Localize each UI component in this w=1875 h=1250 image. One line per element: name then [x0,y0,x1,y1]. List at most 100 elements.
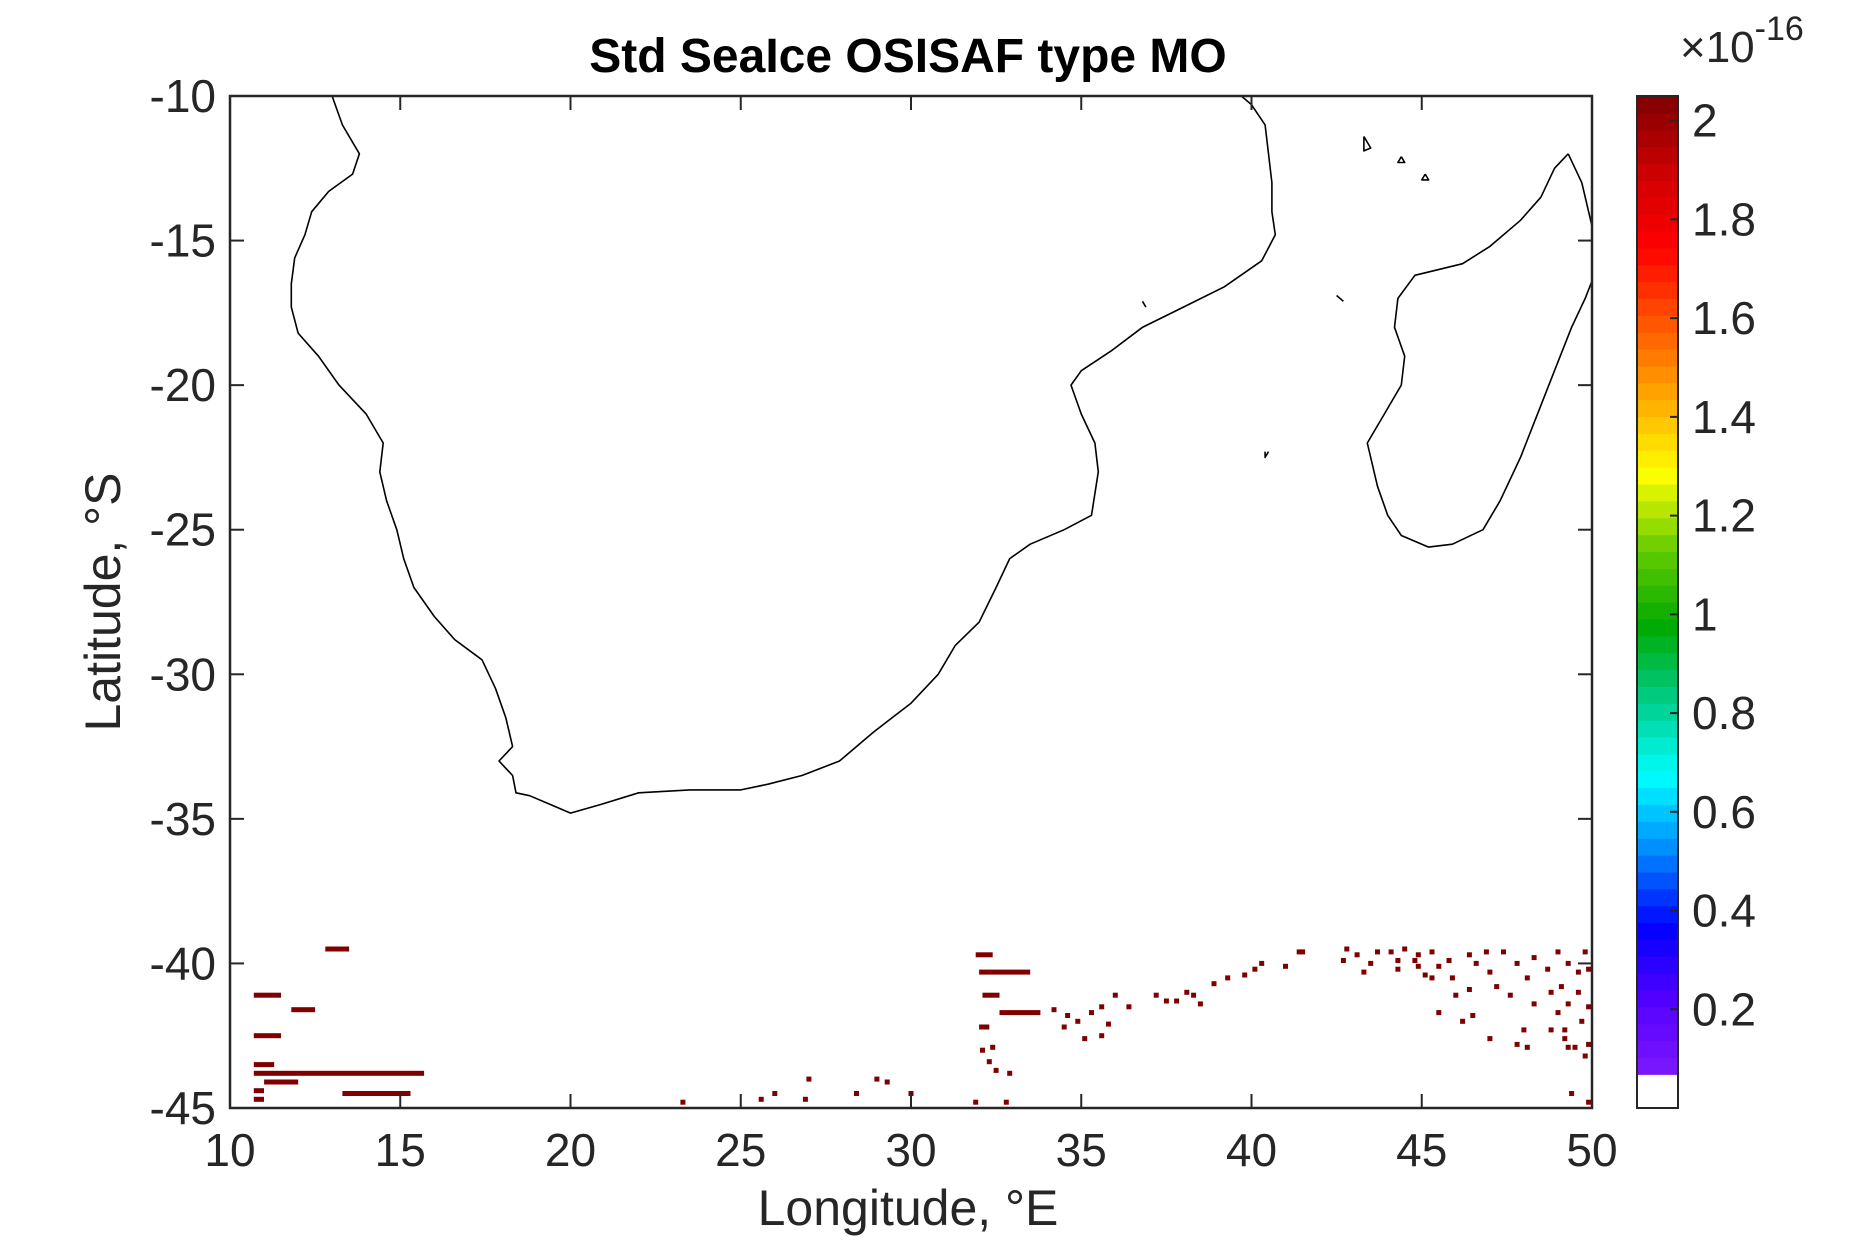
data-cell [1003,1099,1009,1105]
coastline-island [1363,136,1372,152]
plot-area [228,94,1594,1110]
data-cell [1242,972,1248,978]
data-cell [993,1067,999,1073]
colorbar-band [1637,989,1678,1008]
data-cell [1501,949,1506,955]
colorbar-band [1637,433,1678,451]
data-cell [908,1091,914,1096]
colorbar-band [1637,197,1678,215]
data-cell [1555,1010,1561,1016]
y-tick-label: -20 [150,359,216,411]
x-tick-label: 40 [1226,1124,1277,1176]
y-tick-label: -10 [150,70,216,122]
data-cell-segment [253,1070,425,1076]
data-cell [1562,1036,1568,1042]
y-tick-label: -15 [150,215,216,267]
data-cell [1412,958,1418,963]
data-cell [1174,998,1180,1004]
x-tick-label: 15 [375,1124,426,1176]
colorbar-band [1637,399,1678,418]
data-cell [1569,1091,1575,1096]
data-cell [1575,969,1581,975]
data-cell [772,1091,778,1096]
data-cell [1395,966,1401,972]
data-cell [1582,1053,1588,1059]
x-tick-label: 35 [1056,1124,1107,1176]
coastline-island [1141,300,1147,308]
colorbar-band [1637,1091,1678,1109]
colorbar-band [1637,652,1678,671]
colorbar-band [1637,517,1678,536]
colorbar-exponent-base: ×10 [1680,23,1755,72]
data-cell-segment [253,1096,264,1102]
data-cell [1586,1004,1592,1010]
colorbar-band [1637,450,1678,468]
colorbar-band [1637,281,1678,299]
colorbar-band [1637,1023,1678,1042]
data-cell [1579,1018,1585,1024]
colorbar-band [1637,1040,1678,1058]
data-cell [1388,949,1394,955]
y-tick-label: -40 [150,937,216,989]
colorbar-band [1637,855,1678,873]
data-cell [1211,981,1217,987]
data-cell [1446,958,1452,963]
colorbar-band [1637,922,1678,940]
colorbar-band [1637,180,1678,198]
data-cell [1225,975,1231,981]
colorbar-band [1637,264,1678,283]
data-cell [758,1096,764,1102]
data-cell [1449,975,1455,981]
colorbar-band [1637,1074,1678,1092]
data-cell [1126,1004,1132,1010]
colorbar-exponent: ×10-16 [1680,10,1804,72]
data-cell [1466,987,1472,992]
colorbar-band [1637,770,1678,789]
data-cell [1494,984,1500,990]
data-cell-segment [253,1062,275,1068]
data-cell [1524,1044,1530,1050]
colorbar-tick-label: 0.6 [1692,786,1756,838]
colorbar-band [1637,618,1678,637]
colorbar-band [1637,500,1678,519]
data-cell [1531,1001,1537,1007]
x-axis: 10 15 20 25 30 35 40 45 50 [204,96,1618,1176]
colorbar-band [1637,888,1678,907]
x-tick-label: 10 [204,1124,255,1176]
data-cell [1106,1021,1111,1027]
data-cell-segment [975,952,993,958]
coastline-island [1421,173,1430,181]
data-cell [806,1076,812,1082]
coastline-island [1264,451,1270,459]
chart-title: Std SeaIce OSISAF type MO [589,30,1227,83]
y-tick-label: -45 [150,1082,216,1134]
coastline-island [1336,294,1344,302]
y-tick-label: -30 [150,648,216,700]
colorbar-tick-label: 0.8 [1692,687,1756,739]
data-cell [1470,1013,1476,1018]
data-cell-segment [325,946,350,952]
data-cell [1524,975,1530,981]
colorbar-band [1637,973,1678,991]
colorbar-tick-label: 1.6 [1692,292,1756,344]
colorbar-band [1637,332,1678,350]
data-cell [1184,989,1190,995]
x-tick-label: 20 [545,1124,596,1176]
x-tick-label: 45 [1396,1124,1447,1176]
coastline-island [1397,156,1406,164]
colorbar-band [1637,247,1678,266]
data-cell [1354,952,1360,958]
colorbar-band [1637,467,1678,485]
colorbar: 0.2 0.4 0.6 0.8 1 1.2 1.4 1.6 1.8 2 ×10-16 [1636,10,1804,1109]
data-cell [980,1047,985,1053]
data-cell [1153,992,1159,998]
data-cell [1415,963,1421,969]
data-cell [1065,1013,1071,1018]
data-cell [1565,1001,1571,1007]
colorbar-tick-label: 0.4 [1692,885,1756,937]
y-tick-label: -25 [150,504,216,556]
data-cell [1075,1018,1081,1024]
data-cell [1259,960,1265,966]
data-cell [1429,975,1435,981]
